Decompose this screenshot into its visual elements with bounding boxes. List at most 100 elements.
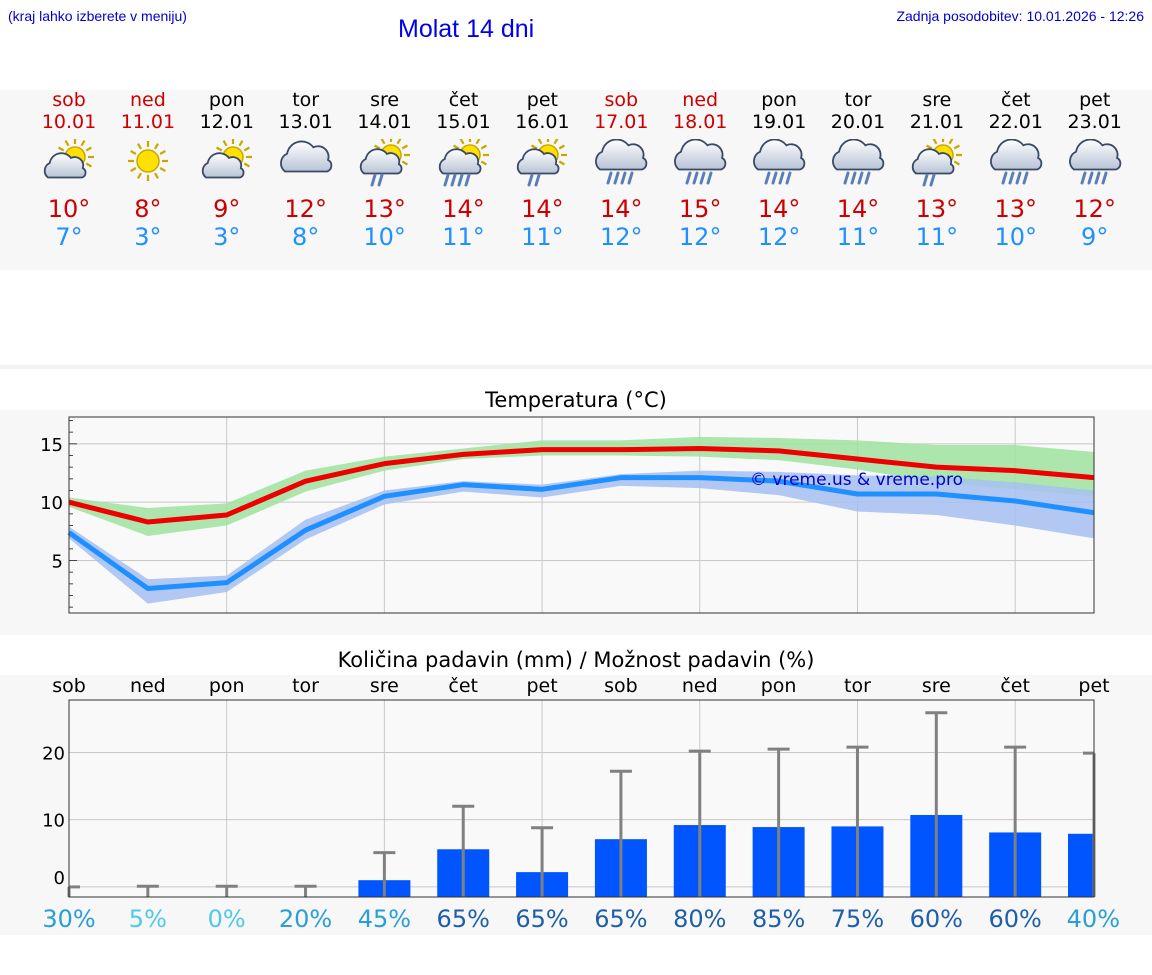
y-tick-label: 20 — [42, 743, 65, 764]
day-date: 10.01 — [41, 111, 97, 133]
temp-max: 14° — [600, 195, 643, 223]
day-name: čet — [448, 89, 479, 111]
y-tick-label: 15 — [40, 435, 63, 456]
temp-min: 12° — [757, 223, 801, 251]
temp-min: 11° — [836, 223, 880, 251]
day-date: 14.01 — [357, 111, 412, 133]
temp-max: 13° — [915, 195, 959, 223]
temp-max: 10° — [47, 195, 91, 223]
x-category-label: sre — [922, 675, 951, 697]
spacer-band — [0, 365, 1152, 369]
day-date: 13.01 — [278, 111, 333, 133]
x-category-label: ned — [682, 675, 718, 697]
day-date: 23.01 — [1067, 111, 1122, 133]
temp-min: 10° — [363, 223, 406, 251]
precip-probability-label: 30% — [42, 905, 95, 933]
day-column: sre 14.01 13° 10° — [345, 89, 425, 251]
day-column: sob 10.01 10° 7° — [29, 89, 109, 251]
temp-max: 9° — [213, 195, 241, 223]
day-name: pon — [208, 89, 245, 111]
day-date: 11.01 — [120, 111, 176, 133]
day-name: sob — [52, 89, 86, 111]
temp-min: 3° — [213, 223, 241, 251]
temp-min: 9° — [1081, 223, 1109, 251]
plot-frame — [68, 416, 1095, 614]
day-name: tor — [844, 89, 872, 111]
day-date: 21.01 — [909, 111, 965, 133]
day-column: čet 15.01 14° 11° — [424, 89, 504, 251]
day-name: ned — [682, 89, 719, 111]
temp-max: 15° — [678, 195, 722, 223]
precip-probability-label: 45% — [358, 905, 411, 933]
y-tick-label: 10 — [42, 811, 65, 832]
y-tick-label: 0 — [54, 868, 65, 889]
temp-min: 11° — [442, 223, 485, 251]
series-line-min — [67, 475, 1095, 591]
rain-icon — [674, 139, 727, 185]
sun-cloud-light-rain-icon — [911, 139, 962, 187]
x-category-label: pet — [526, 675, 557, 697]
precipitation-chart: sob ned pon tor sre čet pet sob ned pon tor sre čet p… — [42, 675, 1120, 933]
day-column: pon 12.01 9° 3° — [187, 89, 267, 251]
day-date: 16.01 — [515, 111, 570, 133]
page-title: Molat 14 dni — [398, 15, 535, 43]
temp-max: 14° — [521, 195, 564, 223]
day-name: pon — [761, 89, 797, 111]
watermark: © vreme.us & vreme.pro — [750, 470, 963, 490]
day-name: čet — [1001, 89, 1031, 111]
day-column: ned 11.01 8° 3° — [108, 89, 188, 251]
sun-cloud-light-rain-icon — [517, 139, 568, 187]
day-column: sob 17.01 14° 12° — [581, 89, 661, 251]
temp-max: 14° — [442, 195, 485, 223]
precip-probability-label: 85% — [752, 905, 805, 933]
sun-cloud-rain-icon — [438, 139, 489, 187]
rain-icon — [1068, 139, 1121, 185]
precip-probability-label: 40% — [1067, 905, 1120, 933]
x-category-label: pon — [209, 675, 245, 697]
x-category-label: sob — [604, 675, 638, 697]
day-name: sre — [922, 89, 952, 111]
region-hint[interactable]: (kraj lahko izberete v meniju) — [8, 8, 187, 24]
precip-probability-label: 60% — [988, 905, 1041, 933]
precip-probability-label: 80% — [673, 905, 726, 933]
series-band-min — [69, 470, 1094, 604]
x-category-label: čet — [1000, 675, 1030, 697]
temp-max: 12° — [284, 195, 327, 223]
day-column: čet 22.01 13° 10° — [976, 89, 1056, 251]
day-column: ned 18.01 15° 12° — [660, 89, 740, 251]
precip-probability-label: 65% — [594, 905, 647, 933]
day-date: 20.01 — [830, 111, 886, 133]
day-column: pet 23.01 12° 9° — [1055, 89, 1135, 251]
day-column: pet 16.01 14° 11° — [502, 89, 582, 251]
day-name: pet — [1079, 89, 1111, 111]
day-name: tor — [292, 89, 320, 111]
x-category-label: čet — [448, 675, 478, 697]
temp-max: 8° — [134, 195, 162, 223]
day-name: ned — [129, 89, 166, 111]
temp-min: 11° — [915, 223, 959, 251]
x-category-label: tor — [844, 675, 871, 697]
temp-min: 7° — [55, 223, 83, 251]
x-category-label: sre — [370, 675, 399, 697]
precip-probability-label: 5% — [129, 905, 167, 933]
last-updated: Zadnja posodobitev: 10.01.2026 - 12:26 — [896, 8, 1144, 24]
day-date: 12.01 — [199, 111, 254, 133]
day-column: tor 20.01 14° 11° — [818, 89, 898, 251]
day-date: 15.01 — [436, 111, 491, 133]
precip-probability-label: 0% — [208, 905, 246, 933]
day-date: 22.01 — [988, 111, 1043, 133]
day-name: sre — [370, 89, 400, 111]
sun-cloud-light-rain-icon — [359, 139, 410, 187]
partly-cloudy-icon — [43, 139, 94, 179]
day-date: 18.01 — [672, 111, 728, 133]
x-category-label: ned — [130, 675, 166, 697]
temp-max: 14° — [836, 195, 880, 223]
temp-min: 3° — [134, 223, 162, 251]
y-tick-label: 10 — [40, 493, 63, 514]
precip-probability-label: 75% — [831, 905, 884, 933]
rain-icon — [753, 139, 806, 185]
temp-max: 13° — [363, 195, 406, 223]
rain-icon — [595, 139, 648, 185]
day-date: 17.01 — [594, 111, 649, 133]
precip-probability-label: 60% — [910, 905, 963, 933]
